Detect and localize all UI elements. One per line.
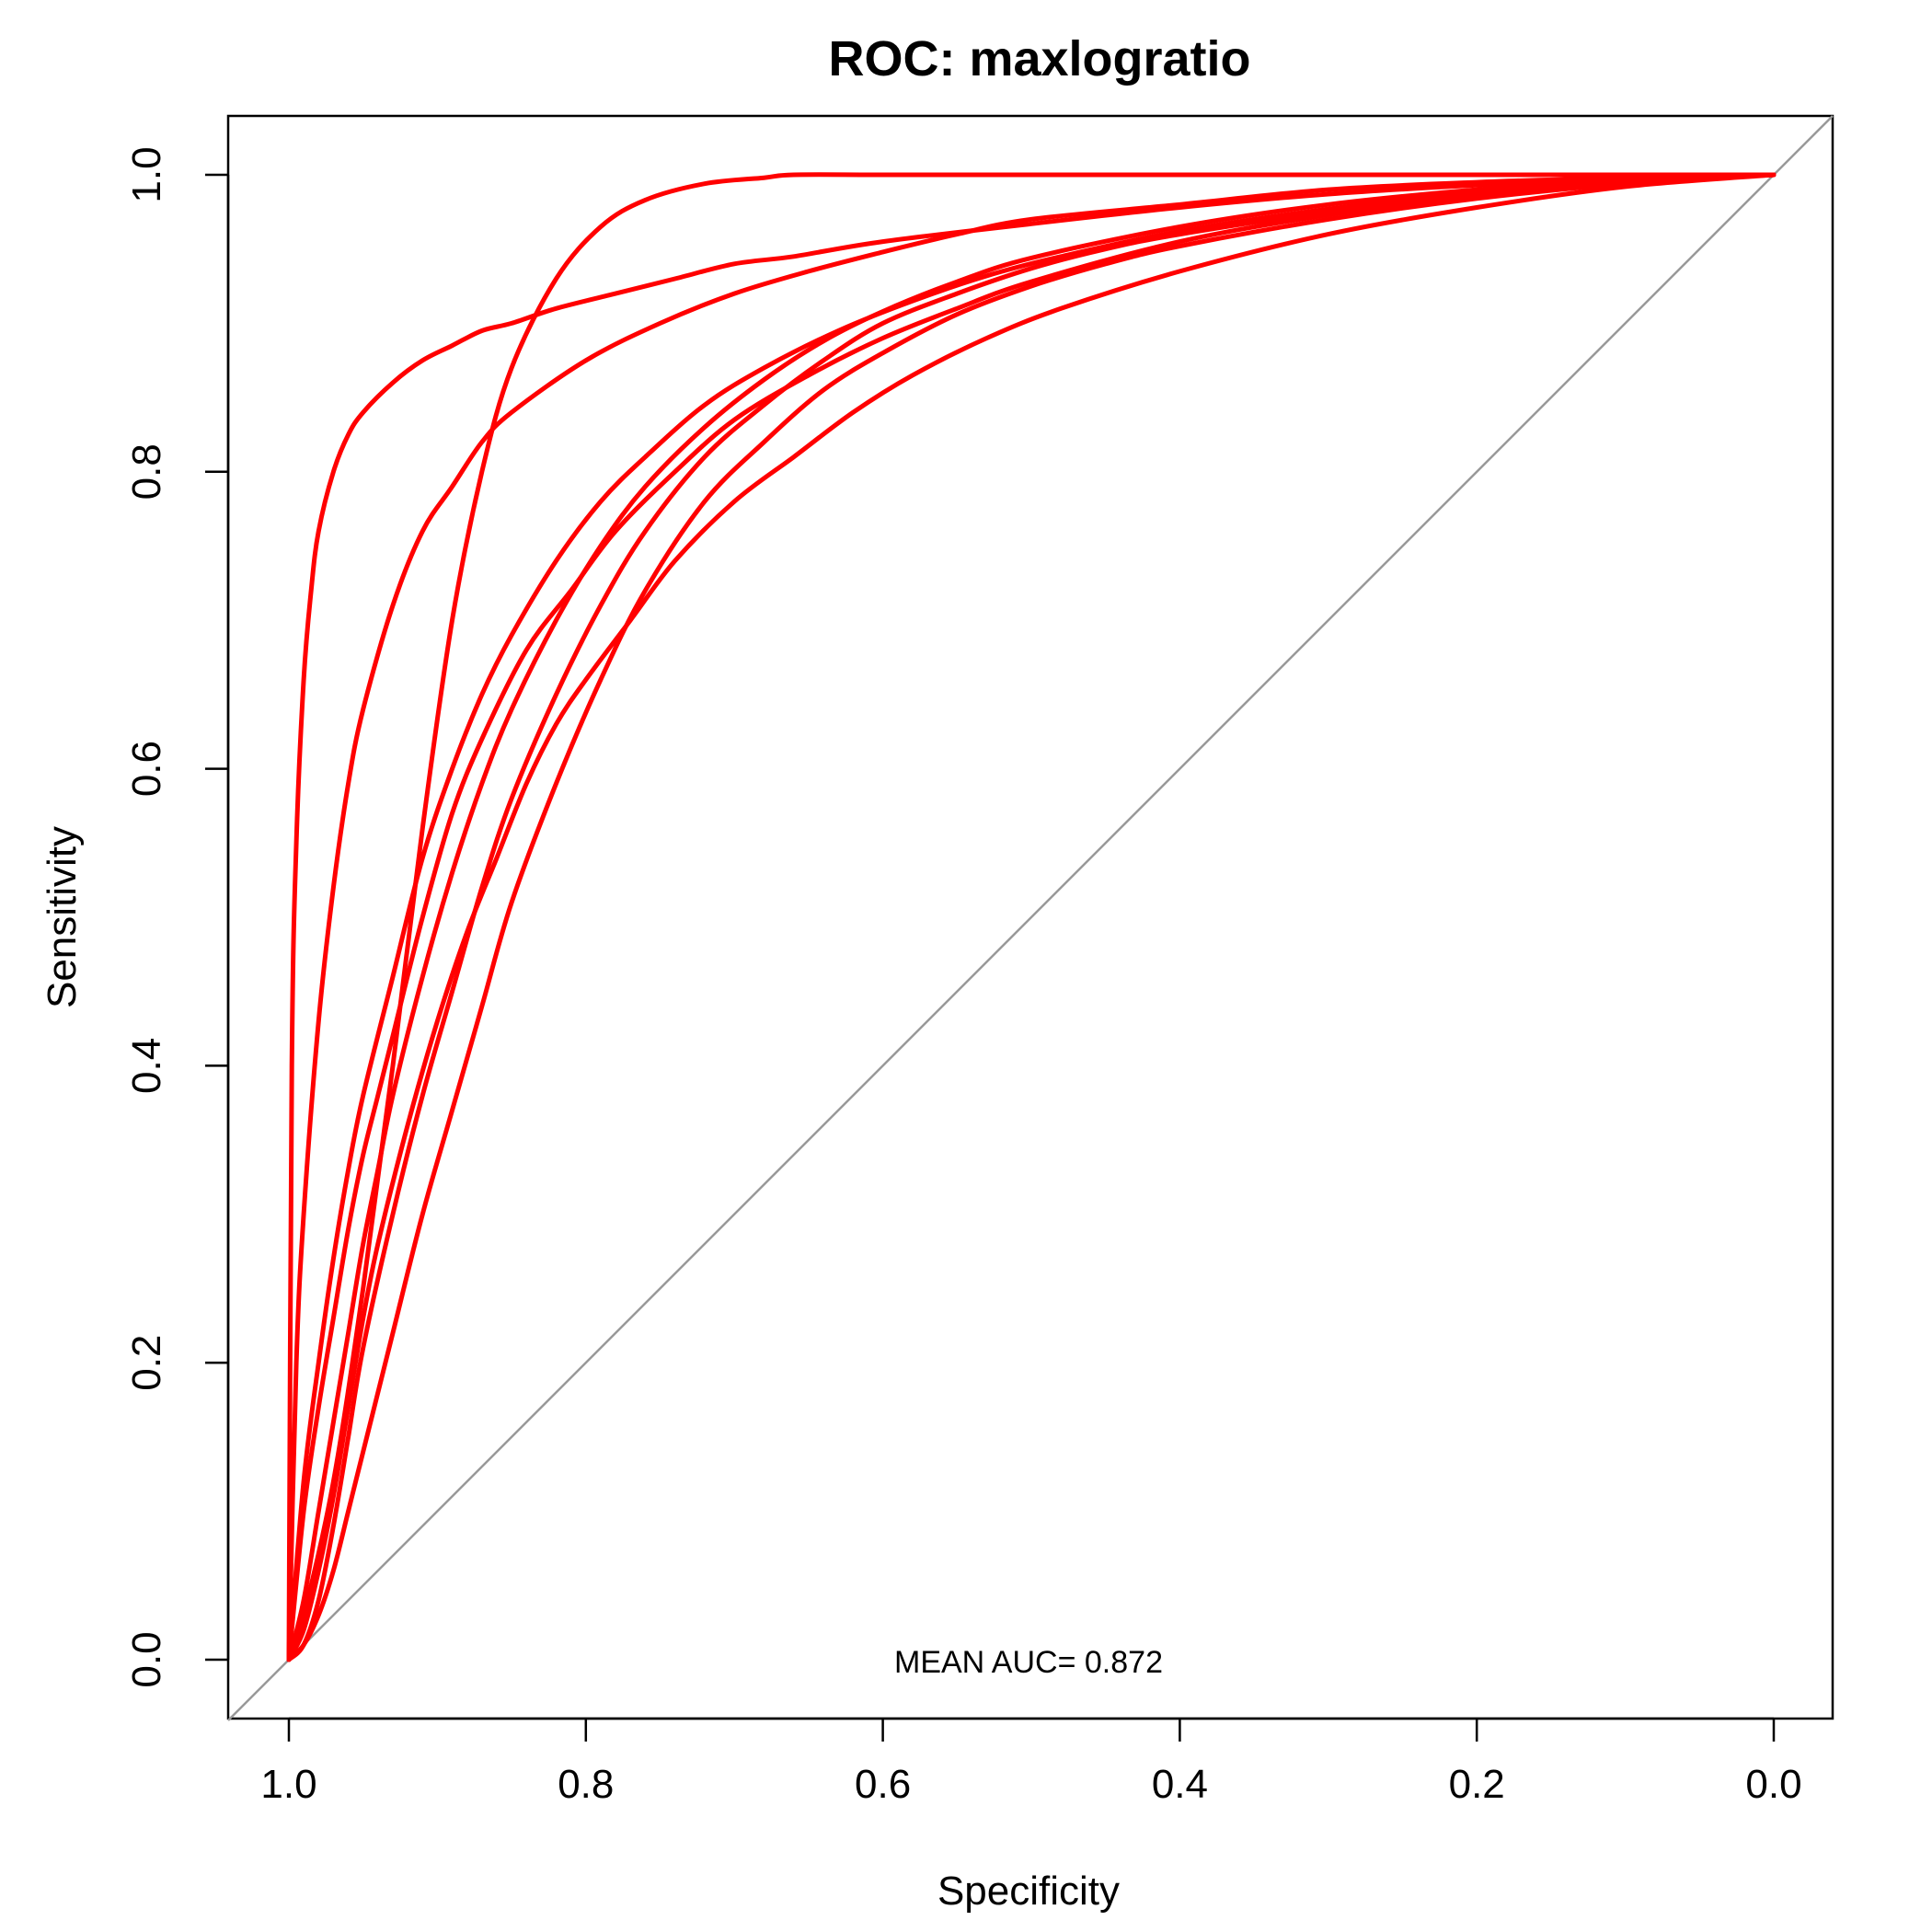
- y-tick-label: 1.0: [124, 146, 169, 202]
- y-tick-label: 0.8: [124, 443, 169, 500]
- y-tick-label: 0.6: [124, 741, 169, 797]
- y-tick-label: 0.2: [124, 1335, 169, 1391]
- roc-curve-8: [286, 172, 1777, 1662]
- x-tick-label: 0.6: [855, 1762, 911, 1807]
- roc-curves: [286, 172, 1777, 1662]
- roc-curve-9: [286, 172, 1777, 1662]
- reference-diagonal-line: [227, 115, 1834, 1721]
- roc-curve-3: [286, 172, 1777, 1662]
- roc-curve-4: [286, 172, 1777, 1662]
- roc-curve-2: [286, 172, 1777, 1662]
- mean-auc-annotation: MEAN AUC= 0.872: [894, 1645, 1163, 1680]
- x-tick-label: 1.0: [260, 1762, 316, 1807]
- y-axis: 0.0 0.2 0.4 0.6 0.8 1.0: [124, 146, 230, 1688]
- roc-curve-7: [286, 172, 1777, 1662]
- x-tick-label: 0.2: [1449, 1762, 1505, 1807]
- chart-title: ROC: maxlogratio: [828, 31, 1250, 86]
- y-tick-label: 0.4: [124, 1038, 169, 1094]
- x-axis: 1.0 0.8 0.6 0.4 0.2 0.0: [260, 1717, 1802, 1807]
- roc-curve-1: [286, 172, 1777, 1662]
- y-tick-label: 0.0: [124, 1631, 169, 1687]
- y-axis-label: Sensitivity: [40, 826, 85, 1008]
- x-tick-label: 0.8: [558, 1762, 614, 1807]
- x-tick-label: 0.0: [1745, 1762, 1801, 1807]
- x-tick-label: 0.4: [1152, 1762, 1208, 1807]
- x-axis-label: Specificity: [937, 1869, 1120, 1914]
- roc-curve-6: [286, 172, 1777, 1662]
